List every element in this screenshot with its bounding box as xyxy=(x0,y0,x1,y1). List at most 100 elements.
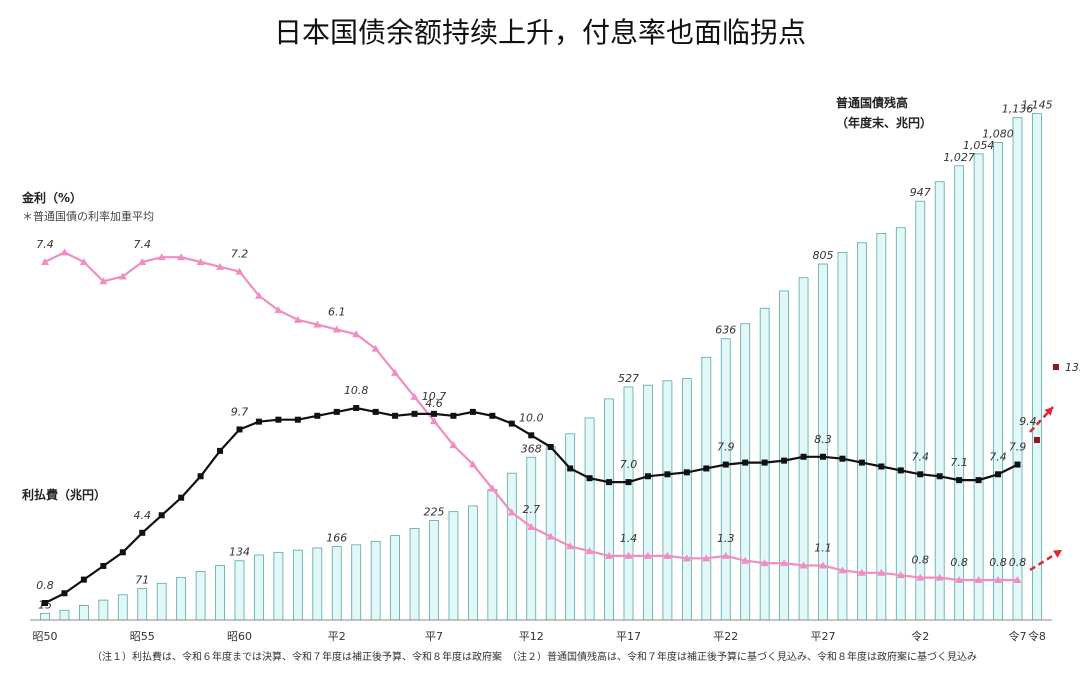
interest-rate-point xyxy=(799,561,808,569)
interest-rate-point xyxy=(449,441,458,449)
interest-payment-point xyxy=(80,576,87,583)
debt-bar xyxy=(934,181,945,621)
interest-payment-label: 7.4 xyxy=(989,450,1007,463)
interest-payment-label: 8.3 xyxy=(814,433,832,446)
interest-rate-point xyxy=(935,573,944,581)
interest-rate-point xyxy=(332,325,341,333)
footnote: （注１）利払費は、令和６年度までは決算、令和７年度は補正後予算、令和８年度は政府… xyxy=(92,650,977,663)
debt-bar xyxy=(895,227,906,621)
interest-payment-point xyxy=(61,590,68,597)
debt-bar xyxy=(623,386,634,621)
interest-payment-point xyxy=(800,453,807,460)
interest-rate-label: 0.8 xyxy=(912,554,930,567)
interest-rate-point xyxy=(682,554,691,562)
interest-payment-point xyxy=(372,408,379,415)
interest-rate-point xyxy=(605,551,614,559)
interest-rate-point xyxy=(585,547,594,555)
interest-rate-point xyxy=(566,542,575,550)
debt-bar xyxy=(312,547,323,621)
debt-bar xyxy=(565,433,576,621)
interest-rate-label: 7.2 xyxy=(231,248,249,261)
interest-payment-label: 10.7 xyxy=(422,390,447,403)
interest-rate-point xyxy=(488,484,497,492)
interest-payment-point xyxy=(761,459,768,466)
interest-payment-series: 0.84.49.710.8 10.710.07.07.98.37.4 7.1 7.47… xyxy=(36,384,1026,606)
interest-rate-point xyxy=(177,253,186,261)
interest-payment-point xyxy=(508,420,515,427)
interest-rate-label: 2.7 xyxy=(523,503,541,516)
debt-bar xyxy=(331,546,342,621)
interest-payment-label: 7.0 xyxy=(620,458,638,471)
debt-bar xyxy=(837,252,848,621)
debt-bar-label: 166 xyxy=(326,532,347,545)
interest-payment-point xyxy=(586,475,593,482)
interest-rate-label: 1.4 xyxy=(620,532,638,545)
interest-rate-point xyxy=(216,262,225,270)
interest-rate-point xyxy=(235,267,244,275)
debt-bar xyxy=(604,398,614,621)
debt-bar-label: 368 xyxy=(521,442,542,455)
interest-payment-point xyxy=(956,477,963,484)
debt-bar xyxy=(1032,113,1042,621)
interest-payment-label: 4.4 xyxy=(134,509,152,522)
interest-payment-point xyxy=(158,512,165,519)
interest-payment-point xyxy=(178,494,185,501)
interest-rate-point xyxy=(41,258,49,265)
interest-payment-point xyxy=(995,471,1002,478)
x-tick-label: 昭55 xyxy=(130,630,155,643)
interest-rate-point xyxy=(254,291,263,299)
interest-rate-point xyxy=(916,573,925,581)
debt-bar xyxy=(351,544,362,621)
debt-bar xyxy=(195,570,206,621)
chart-title: 日本国债余额持续上升，付息率也面临拐点 xyxy=(274,16,806,49)
debt-bar xyxy=(117,594,128,621)
debt-bar xyxy=(467,505,478,621)
interest-rate-point xyxy=(896,571,905,579)
debt-bars xyxy=(40,113,1042,621)
interest-rate-point xyxy=(196,258,205,265)
x-tick-label: 令2 xyxy=(911,629,929,643)
interest-payment-point xyxy=(197,473,204,480)
interest-payment-point xyxy=(255,418,262,425)
interest-rate-label: 0.8 xyxy=(1009,556,1027,569)
x-tick-label: 平2 xyxy=(328,630,346,643)
debt-bar xyxy=(798,277,809,621)
debt-bar-label: 134 xyxy=(229,546,250,559)
interest-rate-label: 0.8 xyxy=(989,556,1007,569)
debt-bar-label: 947 xyxy=(910,186,931,199)
interest-rate-point xyxy=(391,368,400,376)
interest-rate-point xyxy=(507,508,516,516)
interest-payment-point xyxy=(742,459,749,466)
debt-bar xyxy=(487,489,498,621)
interest-payment-label: 7.9 xyxy=(717,441,735,454)
interest-rate-point xyxy=(838,566,847,574)
interest-payment-point xyxy=(119,549,126,556)
interest-payment-point xyxy=(878,463,885,470)
interest-rate-point xyxy=(468,460,477,468)
debt-bar-label: 1,136 xyxy=(1002,103,1034,116)
interest-rate-label: 1.1 xyxy=(814,542,832,555)
interest-payment-point xyxy=(975,477,982,484)
interest-payment-point xyxy=(353,405,360,411)
debt-bar xyxy=(506,472,517,621)
interest-payment-point xyxy=(664,471,671,478)
debt-bar-label: 1,080 xyxy=(982,127,1014,140)
debt-bar-label: 1,145 xyxy=(1021,99,1053,112)
interest-payment-point xyxy=(431,410,437,417)
debt-bar xyxy=(390,535,401,621)
interest-payment-point xyxy=(333,408,340,415)
rate-projection-label: 13.0 xyxy=(1065,361,1080,374)
interest-payment-point xyxy=(314,412,321,419)
interest-rate-label: 7.4 xyxy=(36,238,54,251)
interest-payment-point xyxy=(858,459,865,466)
debt-bar xyxy=(1012,117,1023,621)
interest-rate-point xyxy=(974,576,983,583)
x-tick-label: 令8 xyxy=(1028,629,1046,643)
interest-rate-point xyxy=(60,248,69,256)
interest-rate-point xyxy=(293,315,302,323)
interest-payment-label: 7.1 xyxy=(950,456,968,469)
interest-rate-point xyxy=(430,417,438,424)
interest-rate-point xyxy=(955,576,964,583)
debt-bar xyxy=(59,609,70,621)
